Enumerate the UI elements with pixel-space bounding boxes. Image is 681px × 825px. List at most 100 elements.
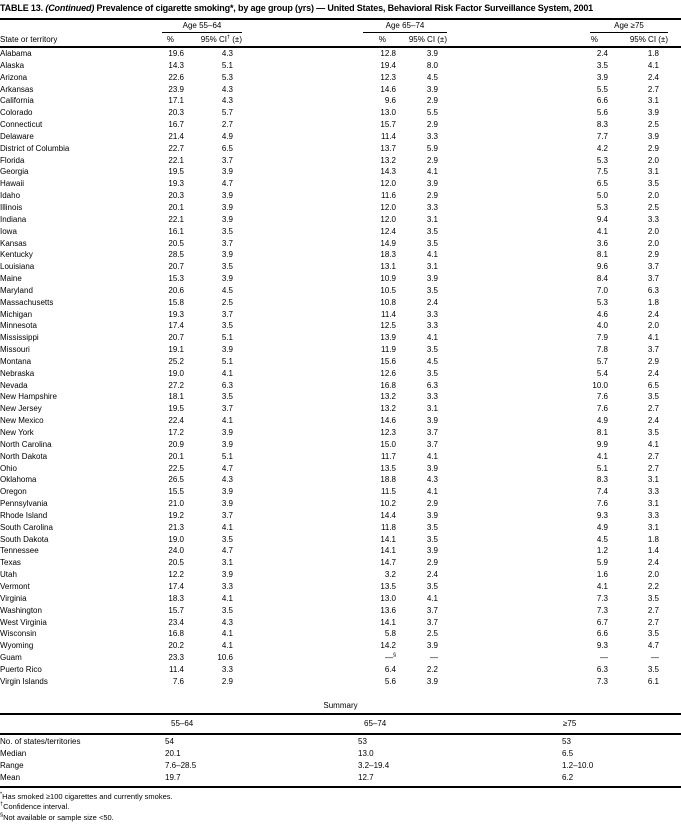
ci-75plus: 2.0 <box>647 570 659 580</box>
pct-65-74: 14.1 <box>380 617 396 627</box>
ci-65-74: 2.4 <box>426 570 438 580</box>
pct-75plus: 5.3 <box>596 297 608 307</box>
pct-75plus: 7.3 <box>596 605 608 615</box>
ci-75plus: 2.7 <box>647 84 659 94</box>
pct-55-64: 16.7 <box>168 120 184 130</box>
state-name: Kentucky <box>0 250 33 260</box>
pct-75plus: 6.6 <box>596 629 608 639</box>
ci-75plus: 3.3 <box>647 487 659 497</box>
pct-75plus: 5.0 <box>596 191 608 201</box>
ci-75plus: 2.7 <box>647 463 659 473</box>
ci-75plus: 2.2 <box>647 581 659 591</box>
footnote-text: Has smoked ≥100 cigarettes and currently… <box>2 791 173 801</box>
ci-65-74: 5.9 <box>426 143 438 153</box>
ci-75plus: 3.5 <box>647 428 659 437</box>
pct-75plus: 4.2 <box>596 143 608 153</box>
pct-65-74: 10.5 <box>380 285 396 295</box>
ci-75plus: 2.7 <box>647 404 659 414</box>
pct-65-74: 11.7 <box>381 451 396 461</box>
pct-75plus: 8.1 <box>596 428 608 437</box>
ci-55-64: 4.1 <box>221 522 233 532</box>
summary-stat-label: Mean <box>0 772 21 782</box>
pct-75plus: 1.6 <box>596 570 608 580</box>
pct-55-64: 7.6 <box>172 676 184 686</box>
ci-65-74: 3.3 <box>426 309 438 319</box>
col-header-ci-1: 95% CI† (±) <box>200 34 242 44</box>
pct-65-74: 13.0 <box>380 108 396 118</box>
ci-55-64: 3.3 <box>221 581 233 591</box>
summary-col-75plus: ≥75 <box>563 719 577 729</box>
ci-75plus: 2.4 <box>647 416 659 426</box>
state-name: Louisiana <box>0 262 35 272</box>
ci-65-74: 3.9 <box>426 676 438 686</box>
state-name: Nebraska <box>0 368 35 378</box>
pct-65-74: 13.1 <box>380 262 396 272</box>
ci-55-64: 3.9 <box>221 250 233 260</box>
ci-65-74: 2.2 <box>426 664 438 674</box>
ci-55-64: 6.3 <box>221 380 233 390</box>
ci-55-64: 5.3 <box>221 72 233 82</box>
pct-55-64: 19.0 <box>168 368 184 378</box>
table-title: TABLE 13. (Continued) Prevalence of ciga… <box>0 0 681 20</box>
table-row: Michigan 19.3 3.7 11.4 3.3 4.6 2.4 <box>0 309 681 321</box>
pct-55-64: 15.8 <box>168 297 184 307</box>
state-name: Michigan <box>0 309 33 319</box>
ci-65-74: 3.9 <box>426 179 438 189</box>
pct-55-64: 20.2 <box>168 641 184 651</box>
summary-stat-label: Median <box>0 748 27 758</box>
state-name: South Carolina <box>0 522 53 532</box>
pct-75plus: 8.3 <box>596 120 608 130</box>
ci-75plus: 4.1 <box>647 60 659 70</box>
ci-75plus: 2.0 <box>647 321 659 331</box>
state-name: Missouri <box>0 345 30 355</box>
pct-55-64: 21.0 <box>168 499 184 509</box>
table-body: Alabama 19.6 4.3 12.8 3.9 2.4 1.8 Alaska… <box>0 48 681 688</box>
footnote-text: Not available or sample size <50. <box>3 812 114 822</box>
pct-65-74: 11.8 <box>381 522 396 532</box>
ci-55-64: 3.9 <box>221 428 233 437</box>
pct-75plus: 4.1 <box>596 581 608 591</box>
pct-75plus: 4.5 <box>596 534 608 544</box>
pct-55-64: 11.4 <box>169 664 184 674</box>
pct-65-74: 13.5 <box>380 581 396 591</box>
pct-55-64: 28.5 <box>168 250 184 260</box>
pct-65-74: 13.5 <box>380 463 396 473</box>
pct-75plus: 5.6 <box>596 108 608 118</box>
ci-55-64: 3.7 <box>221 510 233 520</box>
footnote-marker: † <box>0 801 4 808</box>
ci-75plus: 2.9 <box>647 250 659 260</box>
table-row: Iowa 16.1 3.5 12.4 3.5 4.1 2.0 <box>0 226 681 238</box>
pct-55-64: 19.1 <box>168 345 184 355</box>
ci-65-74: 3.5 <box>426 581 438 591</box>
pct-65-74: 11.5 <box>381 487 396 497</box>
pct-75plus: 9.3 <box>596 641 608 651</box>
ci-65-74: 3.5 <box>426 285 438 295</box>
table-row: New Hampshire 18.1 3.5 13.2 3.3 7.6 3.5 <box>0 391 681 403</box>
table-row: California 17.1 4.3 9.6 2.9 6.6 3.1 <box>0 95 681 107</box>
ci-65-74: 3.9 <box>426 546 438 556</box>
pct-75plus: 7.6 <box>596 404 608 414</box>
pct-65-74: 14.1 <box>380 534 396 544</box>
state-name: Pennsylvania <box>0 499 48 509</box>
state-name: Alaska <box>0 60 25 70</box>
ci-75plus: 6.5 <box>647 380 659 390</box>
footnote: §Not available or sample size <50. <box>0 812 681 824</box>
ci-55-64: 3.9 <box>221 570 233 580</box>
table-row: New Mexico 22.4 4.1 14.6 3.9 4.9 2.4 <box>0 415 681 427</box>
pct-55-64: 22.1 <box>168 214 184 224</box>
pct-65-74: 11.9 <box>381 345 396 355</box>
pct-75plus: 4.1 <box>596 451 608 461</box>
pct-55-64: 22.1 <box>168 155 184 165</box>
table-row: West Virginia 23.4 4.3 14.1 3.7 6.7 2.7 <box>0 617 681 629</box>
pct-65-74: 12.5 <box>380 321 396 331</box>
ci-65-74: 3.5 <box>426 238 438 248</box>
ci-55-64: 4.3 <box>221 475 233 485</box>
pct-75plus: 6.7 <box>596 617 608 627</box>
ci-75plus: 3.7 <box>647 262 659 272</box>
ci-65-74: 4.1 <box>426 250 438 260</box>
pct-55-64: 20.7 <box>168 262 184 272</box>
pct-75plus: 1.2 <box>596 546 608 556</box>
ci-65-74: 3.5 <box>426 534 438 544</box>
pct-65-74: 12.0 <box>380 179 396 189</box>
pct-65-74: 13.2 <box>380 404 396 414</box>
